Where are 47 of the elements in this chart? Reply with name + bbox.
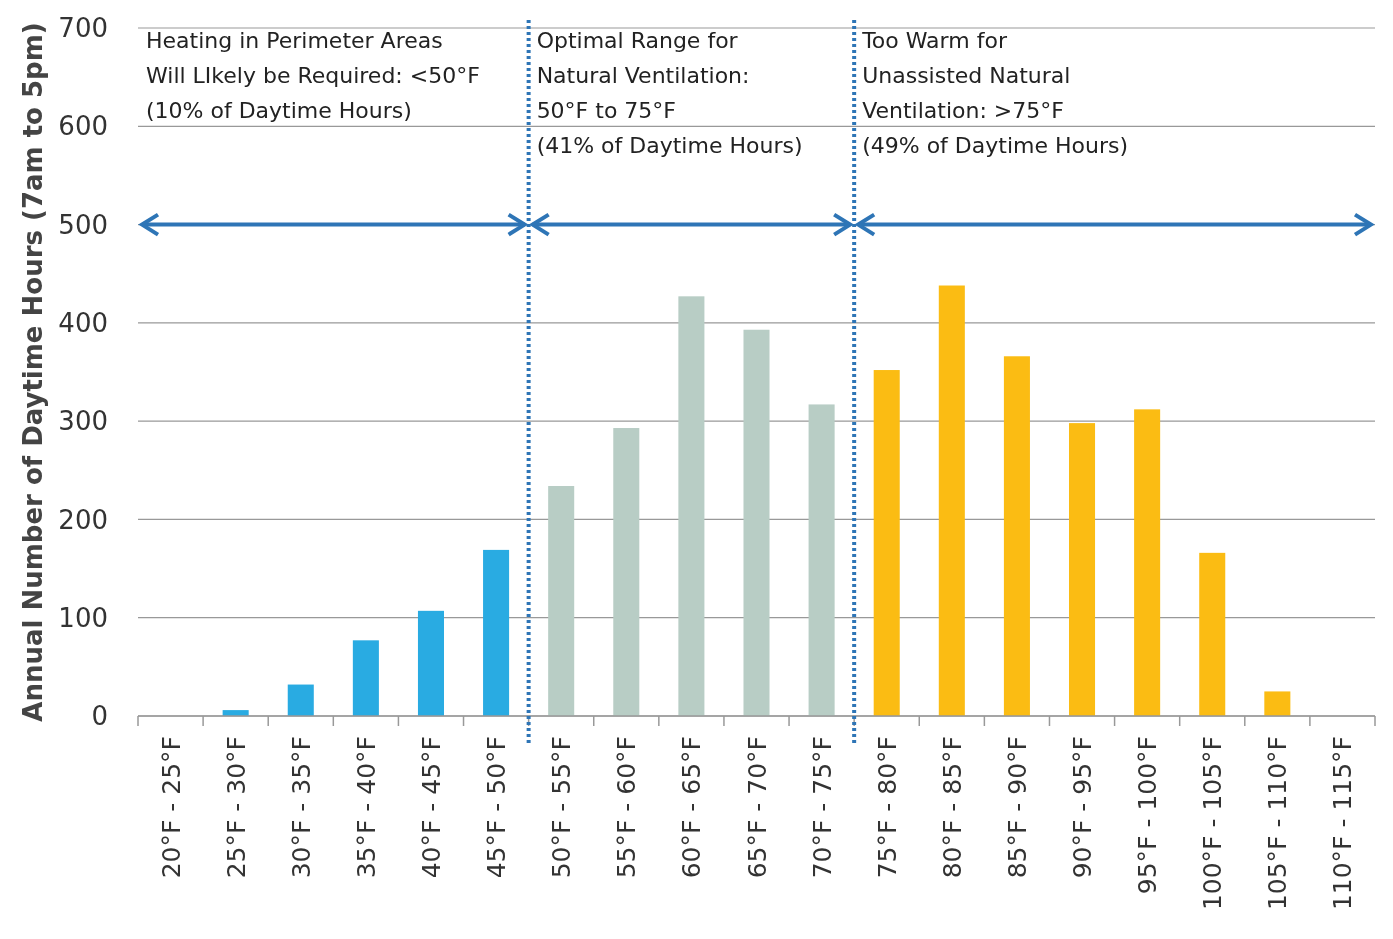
y-tick-label: 400 [58, 307, 108, 338]
x-tick-label: 100°F - 105°F [1198, 736, 1228, 911]
bar [808, 404, 835, 716]
bar [613, 428, 640, 716]
x-tick-label: 90°F - 95°F [1068, 736, 1098, 879]
x-tick-label: 55°F - 60°F [612, 736, 642, 879]
x-tick-label: 25°F - 30°F [221, 736, 251, 879]
x-tick-label: 20°F - 25°F [156, 736, 186, 879]
x-tick-label: 35°F - 40°F [351, 736, 381, 879]
bar [1069, 423, 1096, 716]
annotation: Too Warm for Unassisted Natural Ventilation: >75°F (49% of Daytime Hours) [861, 28, 1129, 158]
x-tick-label: 65°F - 70°F [742, 736, 772, 879]
x-tick-label: 105°F - 110°F [1263, 736, 1293, 911]
bar [678, 296, 705, 716]
y-tick-label: 500 [58, 209, 108, 240]
bar [483, 549, 510, 716]
x-tick-label: 60°F - 65°F [677, 736, 707, 879]
bar [417, 610, 444, 716]
x-tick-label: 75°F - 80°F [872, 736, 902, 879]
y-tick-label: 200 [58, 504, 108, 535]
bar [938, 285, 965, 716]
x-tick-label: 40°F - 45°F [416, 736, 446, 879]
bar [287, 684, 314, 716]
x-tick-label: 110°F - 115°F [1328, 736, 1358, 911]
annotation: Heating in Perimeter Areas Will LIkely be Required: <50°F (10% of Daytime Hours) [146, 28, 480, 123]
bar [743, 329, 770, 716]
y-axis-title: Annual Number of Daytime Hours (7am to 5pm) [18, 22, 48, 722]
annotation: Optimal Range for Natural Ventilation: 50°F to 75°F (41% of Daytime Hours) [536, 28, 803, 158]
x-tick-label: 45°F - 50°F [482, 736, 512, 879]
y-tick-label: 0 [91, 701, 108, 732]
x-tick-label: 80°F - 85°F [937, 736, 967, 879]
bar [1264, 691, 1291, 716]
bar [873, 370, 900, 716]
x-tick-label: 95°F - 100°F [1133, 736, 1163, 895]
bar [1003, 356, 1030, 716]
y-tick-label: 600 [58, 111, 108, 142]
bar [548, 486, 575, 716]
x-tick-label: 85°F - 90°F [1002, 736, 1032, 879]
bar [352, 640, 379, 716]
x-tick-label: 50°F - 55°F [547, 736, 577, 879]
bar [1134, 409, 1161, 716]
bar [1199, 552, 1226, 716]
x-tick-label: 70°F - 75°F [807, 736, 837, 879]
y-tick-label: 100 [58, 602, 108, 633]
x-tick-label: 30°F - 35°F [286, 736, 316, 879]
y-tick-label: 300 [58, 406, 108, 437]
y-tick-label: 700 [58, 13, 108, 44]
